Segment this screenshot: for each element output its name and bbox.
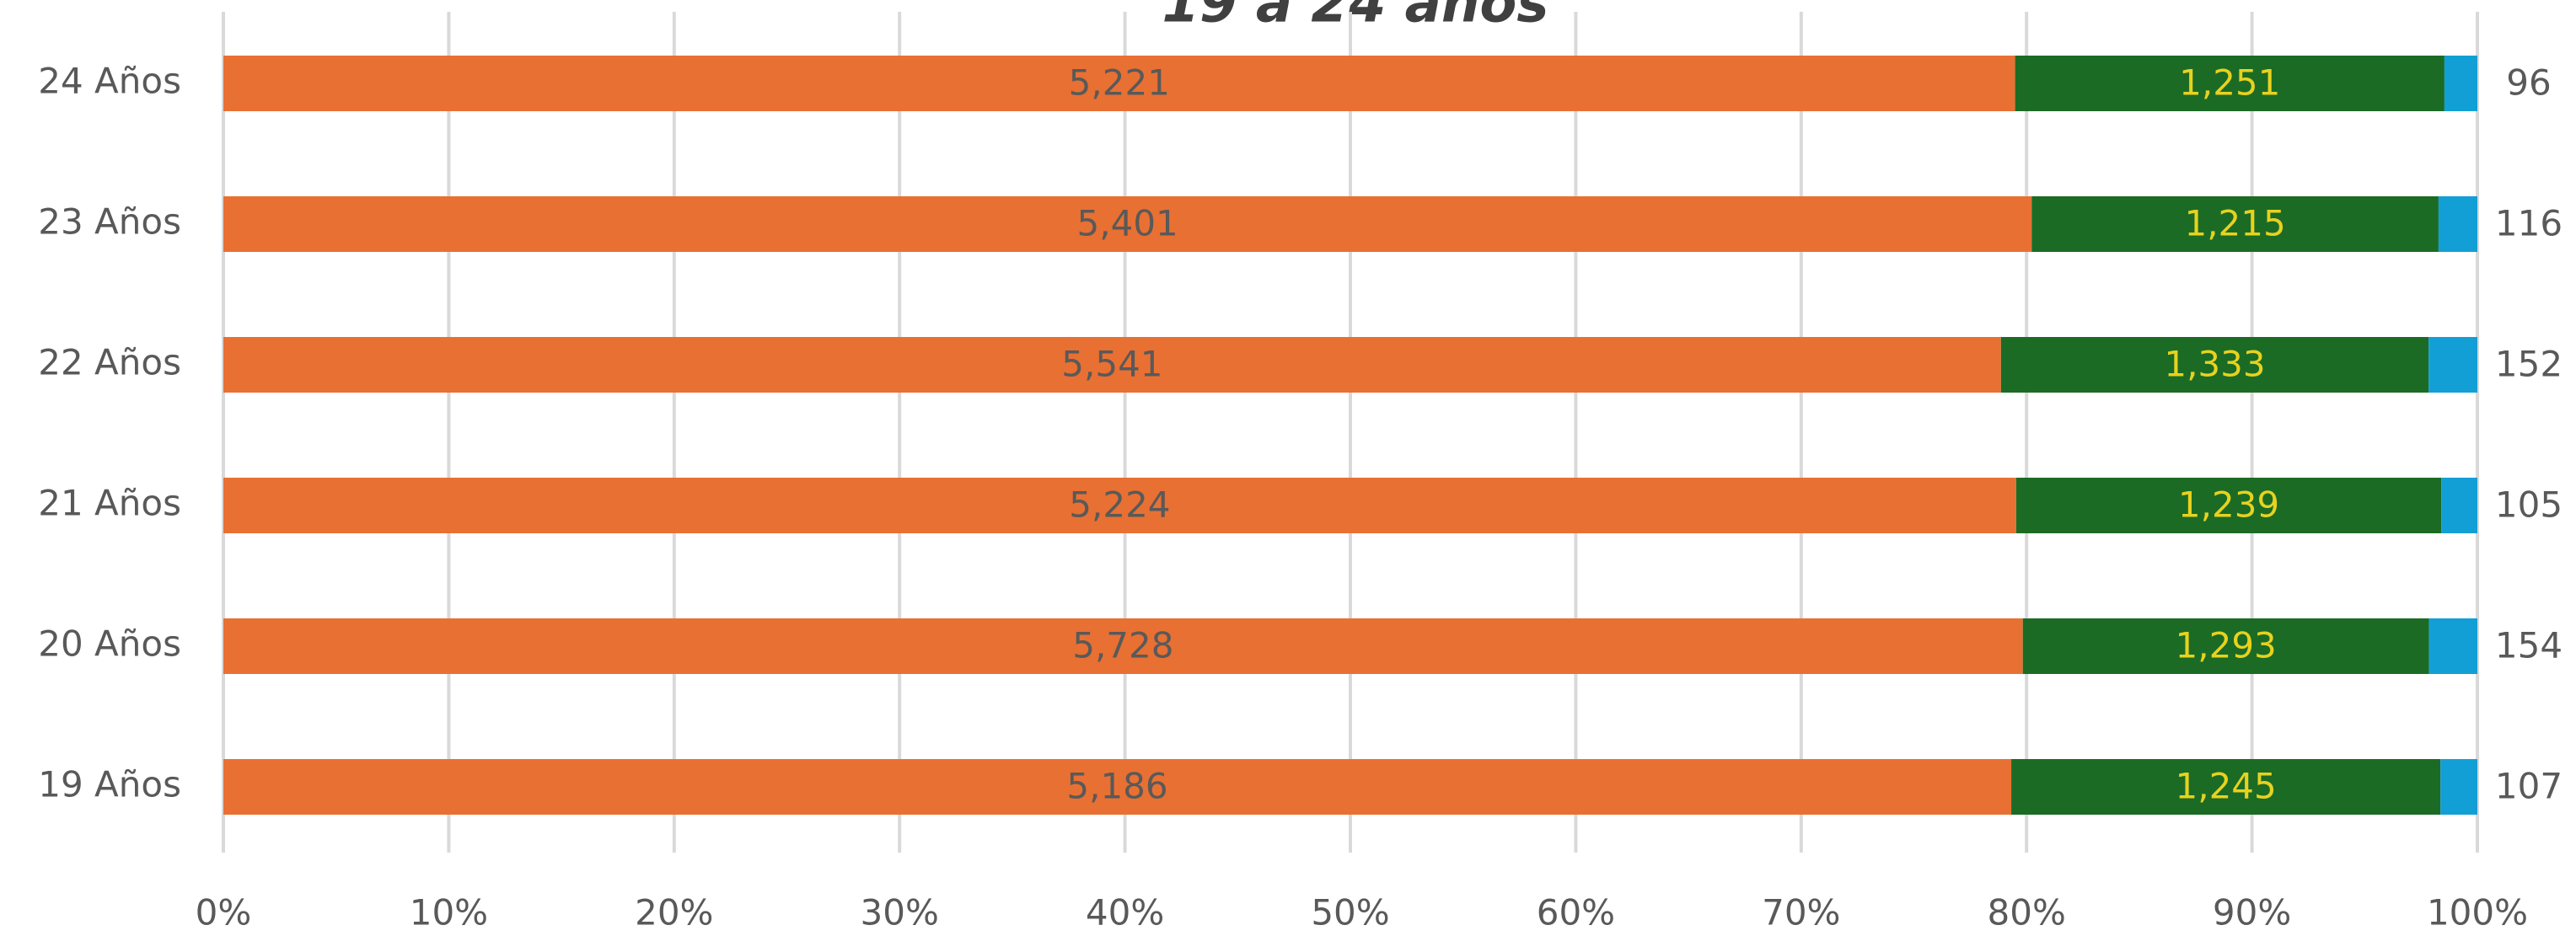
bar-segment [2000,337,2429,393]
bar-segment [2015,478,2442,533]
data-label: 5,541 [1061,344,1162,385]
bar-segment [223,56,2015,111]
x-tick-label: 80% [1988,892,2066,933]
bar-segment [223,196,2032,252]
bar-segment [223,337,2001,393]
data-label: 5,224 [1069,484,1170,526]
bar-segment [2440,759,2477,815]
x-tick-label: 60% [1537,892,1615,933]
y-tick-label: 19 Años [38,764,181,805]
bar-segment [2428,618,2477,674]
x-tick-label: 100% [2427,892,2528,933]
x-tick-label: 40% [1086,892,1164,933]
data-label: 1,239 [2178,484,2279,526]
bar-segment [2011,759,2441,815]
data-label: 96 [2506,62,2551,104]
bar-segment [2438,196,2477,252]
x-tick-label: 20% [635,892,713,933]
x-tick-label: 90% [2213,892,2291,933]
x-tick-label: 70% [1762,892,1840,933]
data-label: 105 [2495,484,2563,526]
data-label: 5,401 [1077,203,1178,244]
data-label: 116 [2495,203,2563,244]
data-label: 5,728 [1072,625,1173,666]
bar-segment [2428,337,2477,393]
data-label: 5,186 [1066,766,1167,807]
chart-title: 19 a 24 años [1162,0,1549,35]
bar-segment [2444,56,2477,111]
y-tick-label: 23 Años [38,201,181,243]
x-tick-label: 0% [196,892,252,933]
x-tick-label: 50% [1311,892,1389,933]
y-tick-label: 21 Años [38,483,181,524]
data-label: 1,293 [2176,625,2277,666]
data-label: 1,333 [2164,344,2265,385]
bar-segment [223,478,2016,533]
x-tick-label: 10% [410,892,488,933]
data-label: 1,215 [2184,203,2285,244]
bar-segment [223,618,2023,674]
data-label: 1,245 [2176,766,2277,807]
bar-segment [2022,618,2429,674]
data-label: 107 [2495,766,2563,807]
x-tick-label: 30% [861,892,939,933]
bar-segment [2441,478,2477,533]
bar-segment [2031,196,2439,252]
data-label: 152 [2495,344,2563,385]
data-label: 5,221 [1069,62,1170,104]
data-label: 154 [2495,625,2563,666]
bar-segment [223,759,2012,815]
y-tick-label: 24 Años [38,61,181,102]
bar-segment [2015,56,2445,111]
data-label: 1,251 [2179,62,2280,104]
y-tick-label: 20 Años [38,623,181,665]
y-tick-label: 22 Años [38,342,181,383]
